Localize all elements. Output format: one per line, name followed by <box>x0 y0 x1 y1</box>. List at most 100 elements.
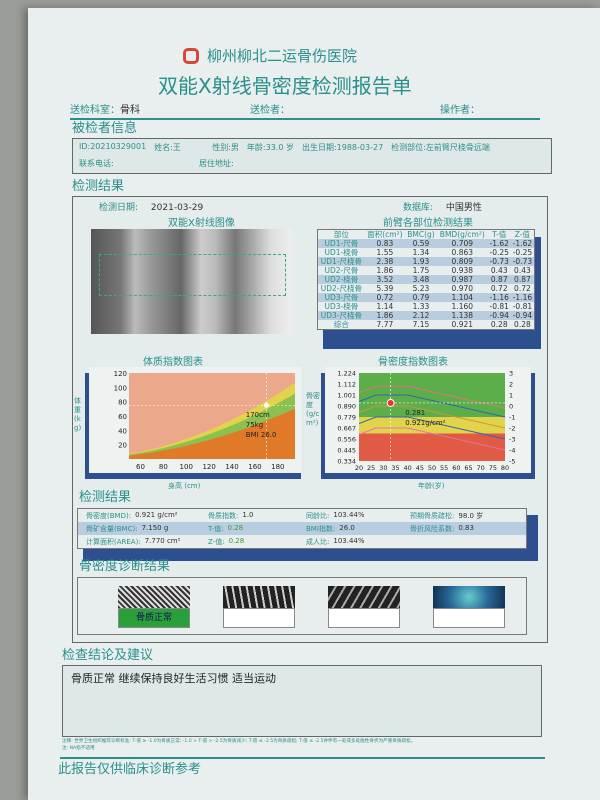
bmi-x-tick: 180 <box>271 463 284 471</box>
bmd-x-tick: 20 <box>355 464 363 472</box>
table-row: UD3-桡骨 1.14 1.33 1.160 -0.81 -0.81 <box>318 302 534 311</box>
table-cell: 0.809 <box>436 257 488 266</box>
table-header: T-值 <box>492 230 507 239</box>
diagnosis-title: 骨密度诊断结果 <box>79 559 171 574</box>
table-row: UD2-尺桡骨 5.39 5.23 0.970 0.72 0.72 <box>318 284 534 293</box>
footer-divider <box>60 757 545 759</box>
bmd-band-osteopenia <box>359 417 505 434</box>
table-cell: 3.48 <box>405 275 437 284</box>
bmd-x-tick: 55 <box>440 464 448 472</box>
bmd-x-tick: 25 <box>367 464 375 472</box>
bmd-x-tick: 65 <box>464 464 472 472</box>
diagnosis-item <box>223 586 295 628</box>
bmd-x-tick: 50 <box>428 464 436 472</box>
summary-table: 骨密度(BMD): 0.921 g/cm² 骨质指数: 1.0 同龄比: 103.44% 预… <box>77 508 527 549</box>
bmd-y-tick: 0.445 <box>337 447 356 455</box>
summary-value: 0.921 g/cm² <box>135 510 178 519</box>
summary-label: Z-值: <box>208 537 225 546</box>
bmi-chart-title: 体质指数图表 <box>143 357 203 368</box>
bmd-x-tick: 35 <box>391 464 399 472</box>
bmd-y-right-tick: -4 <box>509 447 515 455</box>
hospital-name: 柳州柳北二运骨伤医院 <box>207 47 358 65</box>
summary-label: 预期骨质疏松: <box>410 511 455 520</box>
table-cell: -0.73 <box>487 257 511 266</box>
table-cell: 0.72 <box>490 284 508 293</box>
bmi-band-under <box>129 408 295 459</box>
bmd-x-tick: 60 <box>452 464 460 472</box>
table-cell: 0.87 <box>487 275 511 284</box>
bmd-y-tick: 1.112 <box>337 381 356 389</box>
bmd-y-tick: 1.001 <box>337 392 356 400</box>
table-header: 面积(cm²) <box>367 230 403 239</box>
table-row: UD2-桡骨 3.52 3.48 0.987 0.87 0.87 <box>318 275 534 284</box>
bone-texture-image <box>223 586 295 608</box>
patient-site: 检测部位:左前臂尺桡骨远端 <box>391 143 490 152</box>
table-cell: 1.104 <box>436 293 488 302</box>
footer-note: 此报告仅供临床诊断参考 <box>58 762 202 777</box>
table-cell: UD3-桡骨 <box>324 302 359 311</box>
table-cell: -1.16 <box>487 293 511 302</box>
table-cell: 0.863 <box>451 248 474 257</box>
table-cell: UD1-桡骨 <box>324 248 359 257</box>
bmd-y-right-tick: -5 <box>509 458 515 466</box>
test-date: 2021-03-29 <box>150 203 204 213</box>
table-row: UD1-尺骨 0.83 0.59 0.709 -1.62 -1.62 <box>318 239 534 248</box>
summary-label: 成人比: <box>306 537 330 546</box>
bone-texture-image <box>118 586 190 608</box>
table-row: UD3-尺桡骨 1.86 2.12 1.138 -0.94 -0.94 <box>318 311 534 320</box>
table-cell: 5.23 <box>412 284 430 293</box>
summary-row: 骨矿含量(BMC): 7.150 g T-值: 0.28 BMI指数: 26.0 骨折风险系… <box>78 522 526 535</box>
table-cell: UD3-尺桡骨 <box>318 311 365 320</box>
bmd-y-right-tick: -2 <box>509 425 515 433</box>
bmd-band-osteoporosis <box>359 433 505 461</box>
bmi-point-label: 170cm <box>246 411 270 419</box>
diagnosis-label <box>328 608 400 628</box>
bmi-point-label: BMI 26.0 <box>246 431 277 439</box>
patient-section-title: 被检者信息 <box>72 121 138 136</box>
table-cell: 1.14 <box>376 302 394 311</box>
summary-label: 骨质指数: <box>208 511 239 520</box>
notes-line-1: 注释: 世界卫生组织推荐诊断标准: T-值 ≥ -1.0为骨质正常; -1.0 … <box>62 739 416 744</box>
bmi-y-tick: 20 <box>118 442 127 450</box>
table-cell: 1.93 <box>405 257 437 266</box>
sender-label: 送检者： <box>250 105 290 116</box>
table-cell: 0.987 <box>436 275 488 284</box>
bmd-y-right-tick: -3 <box>509 436 515 444</box>
summary-title: 检测结果 <box>79 490 132 505</box>
summary-value: 0.28 <box>227 523 244 532</box>
table-cell: UD3-尺骨 <box>318 293 365 302</box>
table-header: BMC(g) <box>407 230 435 239</box>
table-header: 部位 <box>333 230 349 239</box>
table-row: 综合 7.77 7.15 0.921 0.28 0.28 <box>318 320 534 329</box>
summary-label: 骨折风险系数: <box>410 524 455 533</box>
bmd-t-label: 0.281 <box>405 409 425 417</box>
table-cell: 1.138 <box>436 311 488 320</box>
diagnosis-item: 骨质正常 <box>118 586 190 628</box>
bmd-x-tick: 70 <box>477 464 485 472</box>
table-cell: UD2-尺桡骨 <box>320 284 362 293</box>
table-cell: 1.86 <box>364 311 406 320</box>
table-cell: -0.94 <box>510 311 534 320</box>
summary-value: 0.83 <box>458 523 474 532</box>
bmd-y-right-tick: 0 <box>509 403 513 411</box>
table-cell: 0.72 <box>514 284 531 293</box>
patient-info-box: ID:20210329001 姓名:王 性别:男 年龄:33.0 岁出生日期:1988… <box>72 138 552 174</box>
table-cell: 2.12 <box>405 311 437 320</box>
patient-address: 居住地址: <box>199 159 234 168</box>
patient-name: 姓名:王 <box>154 143 181 152</box>
summary-value: 7.770 cm² <box>144 536 181 545</box>
divider <box>70 118 540 120</box>
bmd-y-right-tick: 2 <box>509 381 513 389</box>
table-cell: 7.15 <box>412 320 430 329</box>
bmd-reference-curve <box>358 427 506 451</box>
table-cell: 0.970 <box>451 284 474 293</box>
table-cell: 综合 <box>333 320 349 329</box>
summary-label: 同龄比: <box>306 511 330 520</box>
bmd-xlabel: 年龄(岁) <box>418 482 445 490</box>
bmi-point <box>263 402 269 408</box>
diagnosis-item <box>433 586 505 628</box>
table-cell: -1.16 <box>510 293 534 302</box>
table-cell: 0.43 <box>514 266 531 275</box>
bmd-x-tick: 75 <box>489 464 497 472</box>
table-cell: 0.28 <box>490 320 508 329</box>
